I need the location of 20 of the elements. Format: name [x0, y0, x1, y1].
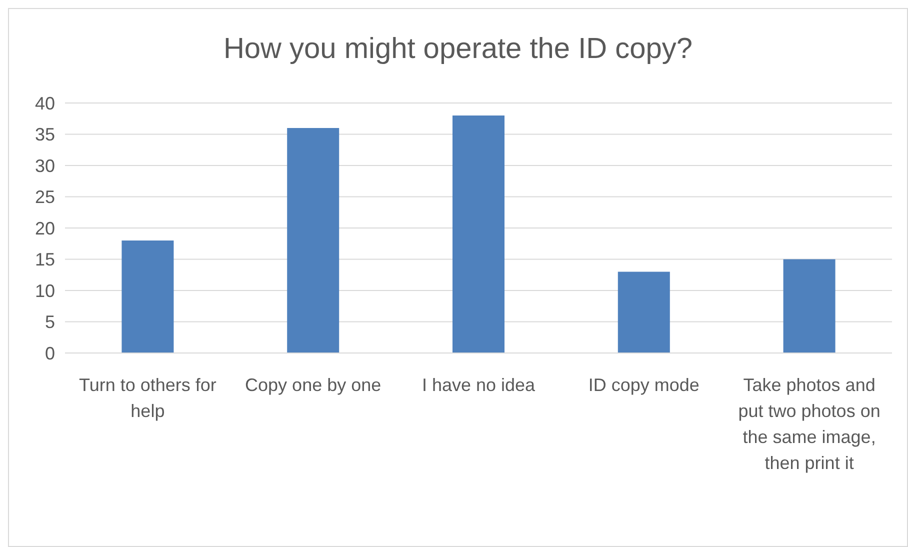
- y-tick-label: 25: [34, 187, 55, 208]
- x-tick-label: Turn to others for help: [79, 375, 216, 421]
- chart-title: How you might operate the ID copy?: [223, 33, 693, 65]
- y-tick-label: 20: [34, 218, 55, 238]
- bar: [452, 116, 504, 353]
- bar: [122, 240, 174, 353]
- x-tick-label: I have no idea: [422, 375, 536, 395]
- bar: [783, 259, 836, 353]
- y-tick-label: 30: [34, 156, 55, 176]
- y-tick-label: 40: [34, 93, 55, 114]
- x-tick-label: Take photos and put two photos on the same image, then print it: [738, 375, 880, 473]
- bar: [618, 272, 670, 353]
- bar: [287, 128, 340, 353]
- y-tick-label: 0: [44, 343, 55, 364]
- y-tick-label: 35: [34, 124, 55, 145]
- y-tick-label: 10: [34, 280, 55, 301]
- y-tick-label: 5: [44, 312, 55, 332]
- x-tick-label: Copy one by one: [245, 375, 382, 395]
- y-tick-label: 15: [34, 250, 55, 270]
- x-tick-label: ID copy mode: [588, 375, 700, 395]
